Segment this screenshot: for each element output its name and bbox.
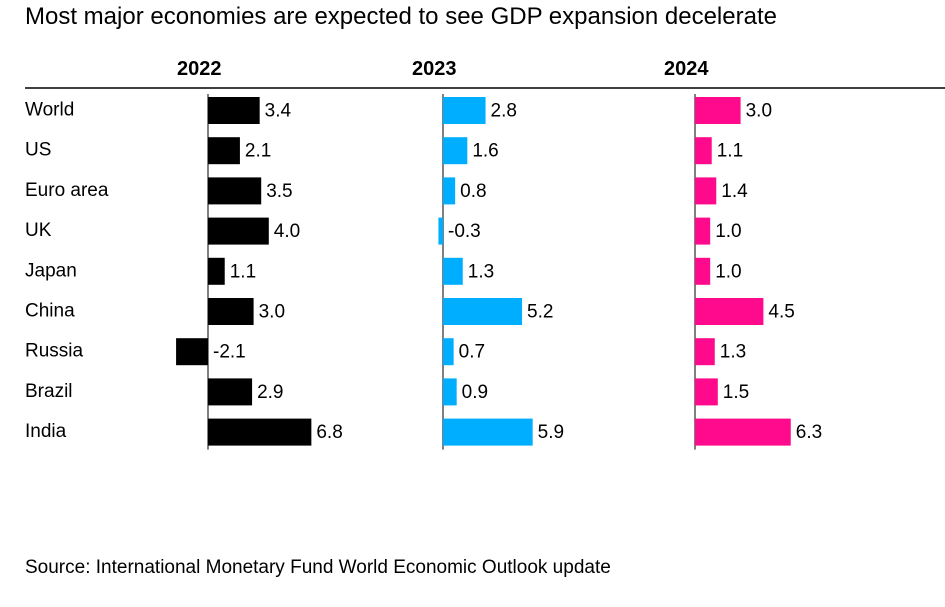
bar-2024-russia: [695, 338, 715, 366]
value-label-2022-uk: 4.0: [274, 221, 300, 242]
bar-2024-brazil: [695, 378, 718, 406]
category-label-brazil: Brazil: [25, 381, 73, 402]
category-label-world: World: [25, 100, 74, 121]
bar-2024-japan: [695, 257, 711, 285]
value-label-2024-us: 1.1: [717, 141, 743, 162]
bar-2023-world: [443, 97, 486, 124]
value-label-2022-china: 3.0: [259, 302, 285, 323]
value-label-2024-russia: 1.3: [720, 342, 746, 363]
bar-2023-uk: [438, 217, 443, 245]
bar-2024-euro-area: [695, 177, 717, 205]
value-label-2022-us: 2.1: [245, 141, 271, 162]
value-label-2023-china: 5.2: [527, 302, 553, 323]
series-header-2022: 2022: [177, 58, 222, 80]
value-label-2024-china: 4.5: [768, 302, 794, 323]
value-label-2022-brazil: 2.9: [257, 382, 283, 403]
category-label-euro-area: Euro area: [25, 180, 109, 201]
bar-2022-japan: [208, 257, 225, 285]
bar-2023-us: [443, 137, 468, 165]
bar-2022-uk: [208, 217, 269, 245]
value-label-2024-uk: 1.0: [715, 221, 741, 242]
category-label-us: US: [25, 140, 51, 161]
value-label-2024-india: 6.3: [796, 422, 822, 443]
bar-2023-brazil: [443, 378, 457, 406]
bar-2022-euro-area: [208, 177, 262, 205]
bar-2022-us: [208, 137, 240, 165]
value-label-2024-euro-area: 1.4: [721, 181, 748, 202]
bar-2022-world: [208, 97, 260, 124]
value-label-2022-russia: -2.1: [213, 342, 246, 363]
bar-2022-china: [208, 298, 254, 325]
bar-2022-india: [208, 418, 312, 446]
bar-2023-india: [443, 418, 533, 446]
value-label-2022-japan: 1.1: [230, 261, 256, 282]
source-note: Source: International Monetary Fund Worl…: [25, 557, 611, 578]
value-label-2023-russia: 0.7: [459, 342, 485, 363]
bar-2023-china: [443, 298, 523, 325]
chart-title: Most major economies are expected to see…: [25, 3, 777, 30]
bar-2023-russia: [443, 338, 454, 366]
series-header-2023: 2023: [412, 58, 457, 80]
bar-2024-india: [695, 418, 791, 446]
value-label-2023-euro-area: 0.8: [460, 181, 486, 202]
value-label-2022-india: 6.8: [316, 422, 342, 443]
bar-2024-uk: [695, 217, 711, 245]
value-label-2022-world: 3.4: [265, 101, 292, 122]
value-label-2024-world: 3.0: [746, 101, 772, 122]
bar-2024-world: [695, 97, 741, 124]
bar-2023-japan: [443, 257, 463, 285]
value-label-2024-brazil: 1.5: [723, 382, 749, 403]
bar-2022-russia: [176, 338, 208, 366]
value-label-2023-uk: -0.3: [448, 221, 481, 242]
bar-2024-us: [695, 137, 712, 165]
value-label-2022-euro-area: 3.5: [266, 181, 292, 202]
series-header-2024: 2024: [664, 58, 709, 80]
bar-2024-china: [695, 298, 764, 325]
category-label-russia: Russia: [25, 341, 84, 362]
value-label-2023-japan: 1.3: [468, 261, 494, 282]
value-label-2023-brazil: 0.9: [462, 382, 488, 403]
category-label-uk: UK: [25, 220, 52, 241]
value-label-2023-world: 2.8: [491, 101, 517, 122]
category-label-india: India: [25, 421, 67, 442]
bar-2022-brazil: [208, 378, 253, 406]
category-label-japan: Japan: [25, 260, 77, 281]
value-label-2023-us: 1.6: [472, 141, 498, 162]
value-label-2023-india: 5.9: [538, 422, 564, 443]
value-label-2024-japan: 1.0: [715, 261, 741, 282]
bar-2023-euro-area: [443, 177, 456, 205]
category-label-china: China: [25, 301, 75, 322]
